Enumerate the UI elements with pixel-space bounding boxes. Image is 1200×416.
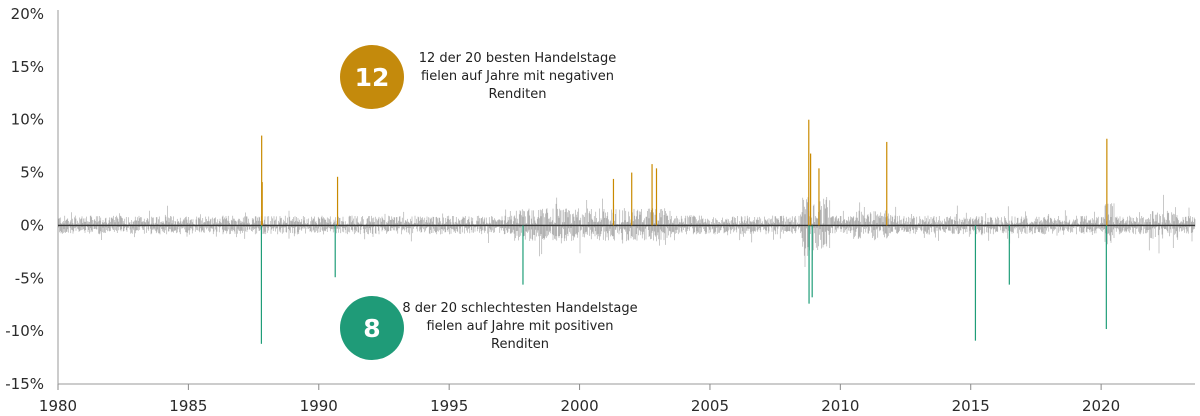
best-days-note-line-1: 12 der 20 besten Handelstage — [418, 51, 617, 66]
worst-days-note-line-2: fielen auf Jahre mit positiven — [426, 319, 614, 334]
x-tick-label: 2010 — [821, 397, 859, 415]
y-tick-label: 0% — [20, 216, 44, 234]
worst-days-note-line-1: 8 der 20 schlechtesten Handelstage — [402, 301, 638, 316]
worst-days-note: 8 der 20 schlechtesten Handelstage fiele… — [400, 300, 640, 354]
x-tick-label: 1990 — [300, 397, 338, 415]
extreme-days — [260, 119, 1108, 344]
worst-days-note-line-3: Renditen — [491, 337, 549, 352]
x-tick-label: 2020 — [1082, 397, 1120, 415]
y-tick-label: 10% — [11, 111, 44, 129]
x-tick-label: 1985 — [169, 397, 207, 415]
best-days-note-line-2: fielen auf Jahre mit negativen — [421, 69, 614, 84]
y-tick-label: 5% — [20, 164, 44, 182]
y-tick-label: -5% — [15, 269, 44, 287]
best-days-count: 12 — [354, 62, 390, 92]
x-tick-label: 2015 — [952, 397, 990, 415]
y-tick-label: -15% — [5, 375, 44, 393]
y-tick-label: 20% — [11, 5, 44, 23]
best-days-badge: 12 — [340, 45, 404, 109]
worst-days-badge: 8 — [340, 296, 404, 360]
y-axis-ticks: 20% 15% 10% 5% 0% -5% -10% -15% — [5, 5, 44, 393]
x-axis-ticks: 1980 1985 1990 1995 2000 2005 2010 2015 2020 — [39, 384, 1120, 415]
y-tick-label: 15% — [11, 58, 44, 76]
x-tick-label: 2000 — [560, 397, 598, 415]
daily-returns-noise — [57, 194, 1196, 267]
y-tick-label: -10% — [5, 322, 44, 340]
worst-days-count: 8 — [363, 313, 381, 343]
x-tick-label: 1995 — [430, 397, 468, 415]
axes — [57, 10, 1195, 385]
x-tick-label: 1980 — [39, 397, 77, 415]
noise-path — [57, 194, 1196, 267]
best-days-note: 12 der 20 besten Handelstage fielen auf … — [405, 50, 630, 104]
x-tick-label: 2005 — [691, 397, 729, 415]
best-days-note-line-3: Renditen — [488, 87, 547, 102]
